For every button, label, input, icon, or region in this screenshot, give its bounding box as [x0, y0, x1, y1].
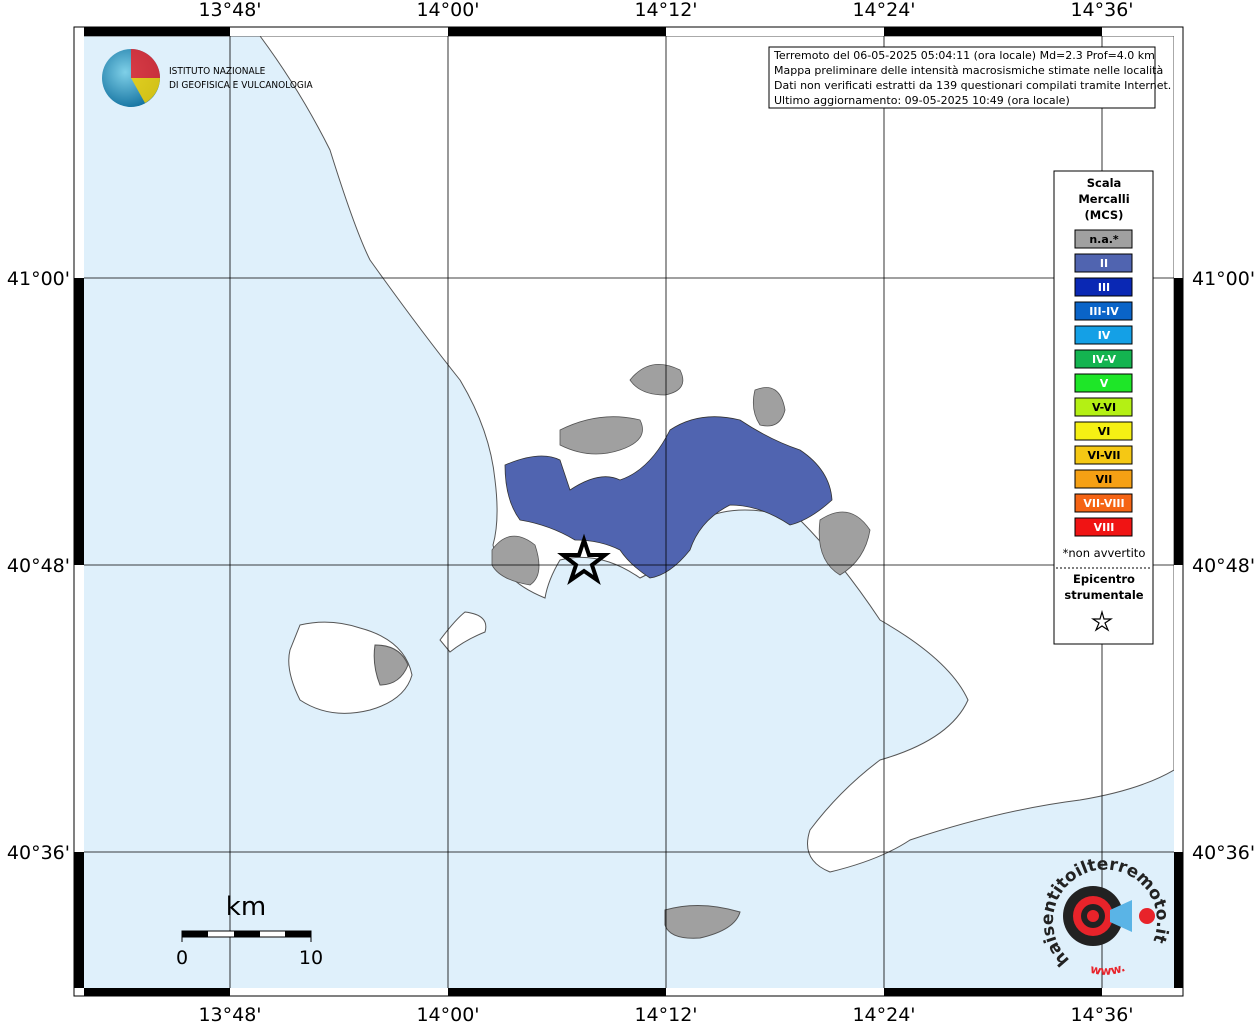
legend-swatch [1074, 325, 1133, 345]
legend-swatch [1074, 421, 1133, 441]
epicenter-label: Epicentro [1073, 572, 1135, 586]
legend-swatch [1074, 349, 1133, 369]
info-line: Ultimo aggiornamento: 09-05-2025 10:49 (… [774, 94, 1070, 107]
longitude-label: 14°00' [416, 1004, 479, 1024]
longitude-label: 14°36' [1070, 1004, 1133, 1024]
epicenter-star [557, 533, 611, 586]
legend-label: IV-V [1092, 353, 1117, 366]
latitude-label: 40°48' [1192, 555, 1255, 577]
legend-label: VII [1096, 473, 1113, 486]
legend-swatch [1074, 373, 1133, 393]
logo-www-path: www. [1089, 960, 1127, 978]
epicenter-label: strumentale [1064, 588, 1143, 602]
legend-swatch [1074, 517, 1133, 537]
latitude-label: 41°00' [1192, 268, 1255, 290]
latitude-label: 40°36' [7, 842, 70, 864]
legend-swatch [1074, 469, 1133, 489]
map-content [84, 36, 1174, 988]
scale-bar: km 0 10 [176, 892, 323, 969]
longitude-label: 13°48' [198, 0, 261, 21]
legend-label: III [1098, 281, 1110, 294]
longitude-label: 14°36' [1070, 0, 1133, 21]
legend-label: IV [1098, 329, 1111, 342]
legend-label: III-IV [1089, 305, 1119, 318]
info-line: Dati non verificati estratti da 139 ques… [774, 79, 1171, 92]
legend-label: VI [1098, 425, 1111, 438]
longitude-label: 13°48' [198, 1004, 261, 1024]
intensity-ii-area [504, 416, 833, 579]
longitude-label: 14°24' [852, 0, 915, 21]
scale-label: 0 [176, 947, 188, 969]
procida [439, 611, 487, 653]
coordinate-labels: 13°48' 13°48' 14°00' 14°00' 14°12' 14°12' 14°2… [7, 0, 1255, 1024]
legend-swatch [1074, 493, 1133, 513]
org-line-1: ISTITUTO NAZIONALE [169, 66, 266, 77]
legend-label: VI-VII [1087, 449, 1120, 462]
legend-title: (MCS) [1085, 208, 1124, 222]
legend-label: II [1100, 257, 1108, 270]
legend-swatch [1074, 253, 1133, 273]
intensity-na-areas [491, 363, 871, 586]
frame-border [74, 27, 1183, 996]
capri [664, 904, 741, 939]
legend-title: Scala [1087, 176, 1122, 190]
longitude-label: 14°12' [634, 1004, 697, 1024]
latitude-label: 40°48' [7, 555, 70, 577]
info-box: Terremoto del 06-05-2025 05:04:11 (ora l… [768, 46, 1171, 109]
legend-swatch [1074, 277, 1133, 297]
ischia-na [373, 644, 409, 686]
legend: Scala Mercalli (MCS) *non avvertito Epic… [1053, 170, 1154, 645]
legend-label: VII-VIII [1083, 497, 1124, 510]
legend-swatch [1074, 229, 1133, 249]
org-line-2: DI GEOFISICA E VULCANOLOGIA [169, 80, 314, 91]
logo-www: www. [1089, 960, 1127, 978]
legend-swatch [1074, 397, 1133, 417]
legend-swatch [1074, 301, 1133, 321]
legend-swatch [1074, 445, 1133, 465]
legend-label: V-VI [1092, 401, 1116, 414]
info-line: Terremoto del 06-05-2025 05:04:11 (ora l… [773, 49, 1155, 62]
legend-label: n.a.* [1089, 233, 1119, 246]
longitude-label: 14°12' [634, 0, 697, 21]
legend-title: Mercalli [1078, 192, 1129, 206]
legend-label: VIII [1094, 521, 1115, 534]
scale-unit: km [226, 892, 266, 922]
legend-note: *non avvertito [1063, 546, 1146, 560]
legend-star [1091, 609, 1113, 632]
ingv-logo: ISTITUTO NAZIONALE DI GEOFISICA E VULCAN… [102, 49, 314, 107]
scale-label: 10 [299, 947, 323, 969]
longitude-label: 14°24' [852, 1004, 915, 1024]
info-line: Mappa preliminare delle intensità macros… [774, 64, 1163, 77]
latitude-label: 41°00' [7, 268, 70, 290]
latitude-label: 40°36' [1192, 842, 1255, 864]
longitude-label: 14°00' [416, 0, 479, 21]
graticule [84, 36, 1174, 988]
legend-label: V [1100, 377, 1109, 390]
